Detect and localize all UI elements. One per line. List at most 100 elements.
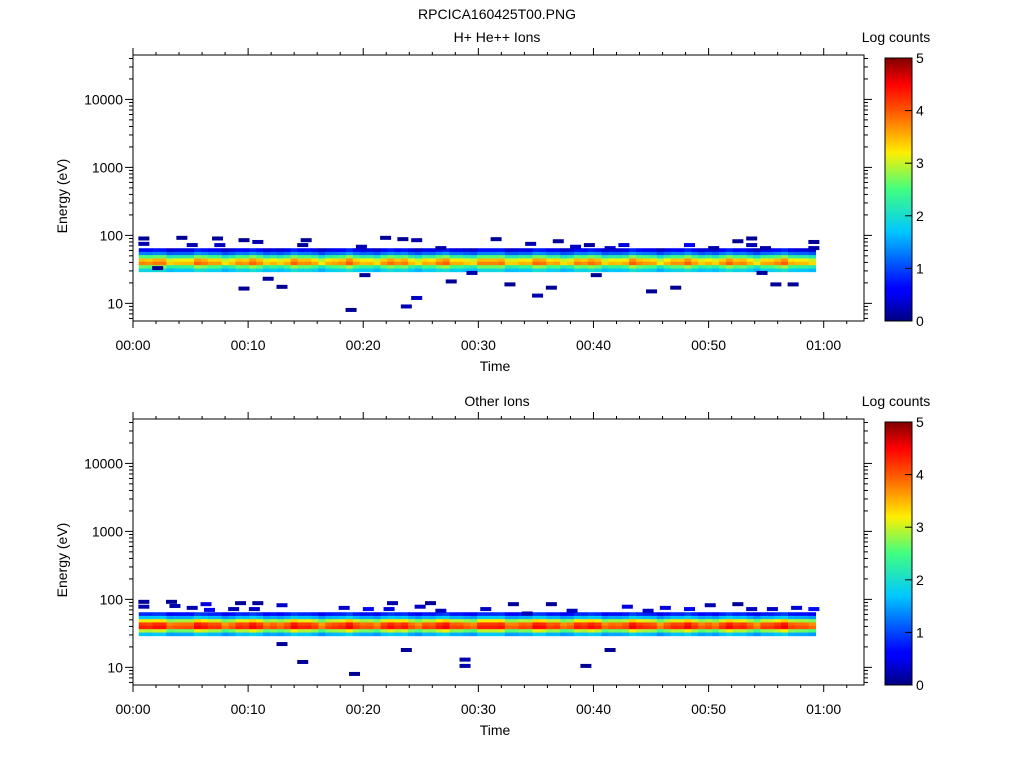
band-cell [249, 632, 257, 637]
count-pixel [400, 304, 412, 309]
colorbar-tick-label: 5 [916, 50, 924, 66]
band-cell [663, 261, 671, 266]
band-cell [325, 622, 333, 626]
count-pixel [297, 659, 309, 664]
band-cell [677, 254, 685, 259]
count-pixel [808, 239, 820, 244]
count-pixel [387, 601, 399, 606]
band-cell [580, 615, 589, 620]
band-cell [491, 254, 499, 259]
count-pixel [532, 293, 544, 298]
band-cell [421, 251, 430, 256]
band-cell [808, 254, 817, 259]
band-cell [615, 251, 623, 256]
band-cell [428, 612, 437, 616]
band-cell [152, 618, 160, 623]
count-pixel [411, 238, 423, 243]
band-cell [194, 632, 202, 637]
band-cell [781, 254, 789, 259]
band-cell [428, 622, 437, 626]
band-cell [739, 264, 747, 269]
band-cell [698, 612, 706, 616]
band-cell [525, 258, 533, 262]
band-cell [760, 628, 768, 633]
band-cell [373, 258, 381, 262]
band-cell [463, 622, 471, 626]
band-cell [166, 258, 174, 262]
band-cell [152, 615, 160, 620]
band-cell [380, 625, 388, 630]
band-cell [207, 261, 216, 266]
band-cell [663, 625, 671, 630]
count-pixel [138, 236, 150, 241]
band-cell [249, 618, 257, 623]
band-cell [228, 615, 236, 620]
band-cell [242, 632, 250, 637]
band-cell [532, 615, 540, 620]
band-cell [366, 625, 374, 630]
band-cell [656, 251, 665, 256]
band-cell [504, 248, 513, 252]
band-cell [387, 618, 395, 623]
band-cell [718, 632, 727, 637]
colorbar-tick-label: 1 [916, 624, 924, 640]
band-cell [242, 612, 250, 616]
band-cell [290, 625, 299, 630]
band-cell [318, 628, 326, 633]
band-cell [663, 618, 671, 623]
band-cell [587, 612, 596, 616]
band-cell [421, 618, 430, 623]
band-cell [463, 254, 471, 259]
x-axis-label: Time [480, 722, 511, 738]
band-cell [200, 268, 209, 273]
band-cell [636, 628, 644, 633]
band-cell [511, 632, 520, 637]
band-cell [497, 628, 506, 633]
band-cell [242, 268, 250, 273]
band-cell [670, 261, 678, 266]
band-cell [705, 618, 713, 623]
band-cell [297, 254, 305, 259]
band-cell [152, 612, 160, 616]
band-cell [725, 261, 734, 266]
band-cell [311, 264, 319, 269]
band-cell [753, 251, 761, 256]
band-cell [732, 258, 741, 262]
band-cell [587, 251, 596, 256]
band-cell [263, 258, 271, 262]
band-cell [497, 261, 506, 266]
band-cell [470, 632, 478, 637]
band-cell [794, 264, 803, 269]
band-cell [649, 258, 658, 262]
count-pixel [787, 282, 799, 287]
band-cell [235, 632, 243, 637]
band-cell [504, 632, 513, 637]
band-cell [359, 268, 368, 273]
band-cell [781, 628, 789, 633]
band-cell [228, 248, 236, 252]
band-cell [518, 251, 526, 256]
band-cell [553, 622, 561, 626]
band-cell [470, 251, 478, 256]
count-pixel [238, 286, 250, 291]
band-cell [732, 628, 741, 633]
band-cell [214, 612, 223, 616]
band-cell [511, 628, 520, 633]
band-cell [684, 632, 692, 637]
colorbar-tick-label: 0 [916, 313, 924, 329]
band-cell [242, 264, 250, 269]
band-cell [339, 618, 347, 623]
band-cell [173, 612, 181, 616]
band-cell [311, 628, 319, 633]
band-cell [221, 258, 229, 262]
band-cell [166, 622, 174, 626]
band-cell [325, 248, 333, 252]
count-pixel [808, 246, 820, 251]
band-cell [580, 628, 589, 633]
band-cell [339, 612, 347, 616]
band-cell [332, 268, 340, 273]
band-cell [615, 625, 623, 630]
band-cell [228, 254, 236, 259]
band-cell [138, 625, 147, 630]
band-cell [788, 251, 796, 256]
